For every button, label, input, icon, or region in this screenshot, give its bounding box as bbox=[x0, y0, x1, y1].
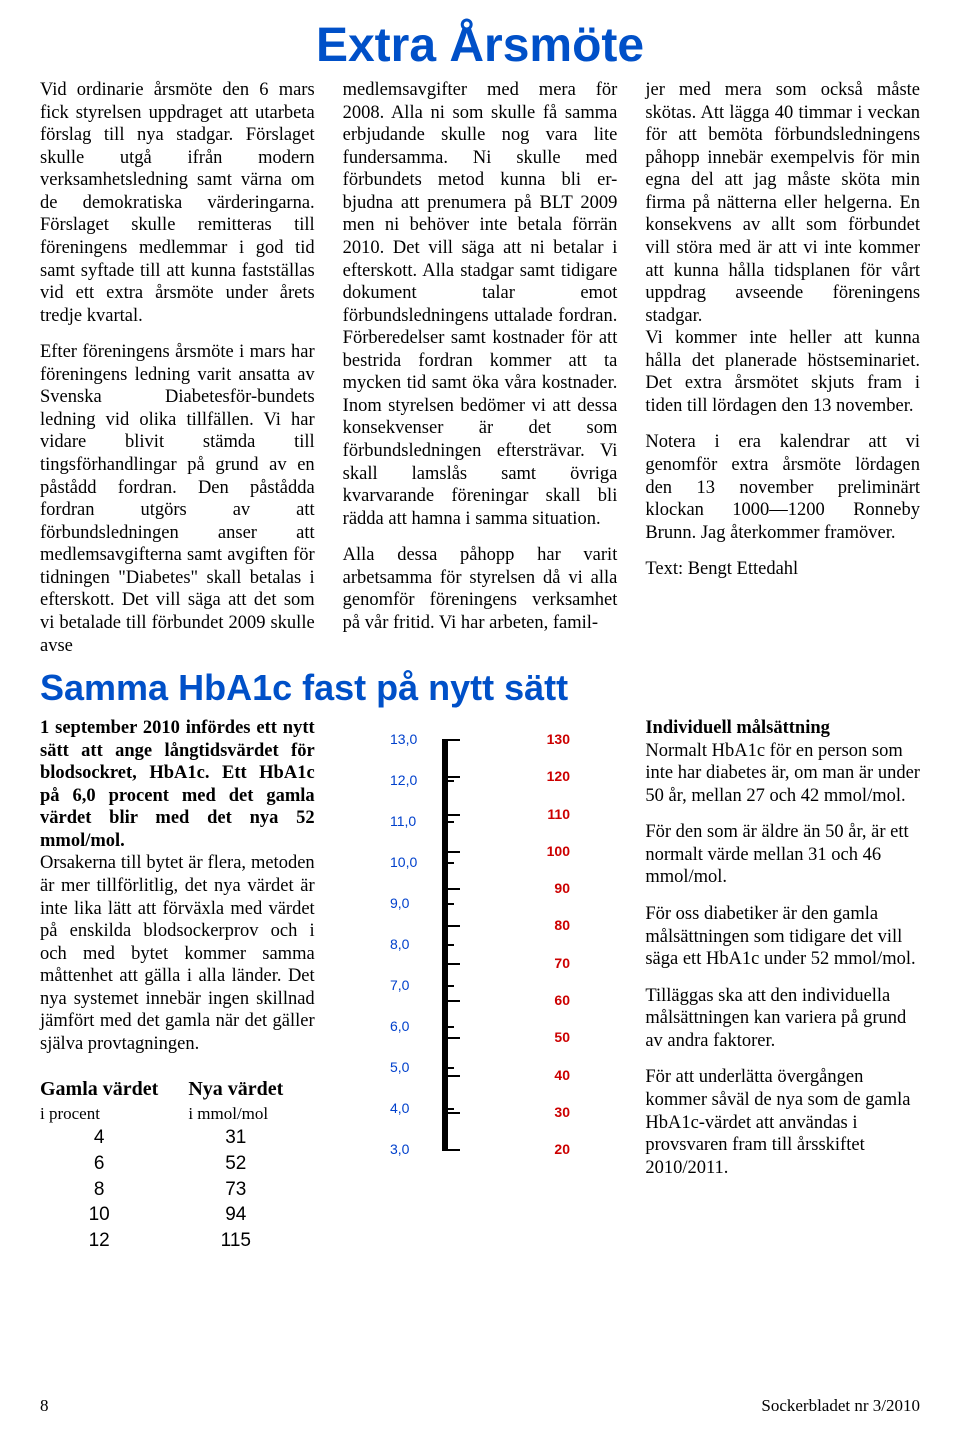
scale-left-label: 13,0 bbox=[390, 731, 417, 747]
cell-new-2: 73 bbox=[188, 1177, 283, 1203]
cell-new-4: 115 bbox=[188, 1228, 283, 1254]
scale-tick bbox=[442, 944, 454, 946]
article-2-columns: 1 september 2010 infördes ett nytt sätt … bbox=[40, 717, 920, 1254]
scale-right-label: 70 bbox=[554, 955, 570, 971]
scale-left-label: 11,0 bbox=[390, 813, 416, 829]
scale-tick bbox=[448, 925, 460, 927]
a1-c2-p1: medlemsavgifter med mera för 2008. Alla … bbox=[343, 79, 618, 530]
scale-tick bbox=[442, 985, 454, 987]
scale-right-label: 90 bbox=[554, 880, 570, 896]
scale-tick bbox=[442, 862, 454, 864]
article-1-columns: Vid ordinarie årsmöte den 6 mars fick st… bbox=[40, 79, 920, 657]
scale-left-label: 7,0 bbox=[390, 977, 409, 993]
scale-right-label: 30 bbox=[554, 1104, 570, 1120]
a2r-p1: Normalt HbA1c för en person som inte har… bbox=[645, 741, 920, 806]
a1-c1-p1: Vid ordinarie årsmöte den 6 mars fick st… bbox=[40, 79, 315, 327]
scale-right-label: 100 bbox=[547, 843, 570, 859]
scale-left-label: 10,0 bbox=[390, 854, 417, 870]
cell-old-2: 8 bbox=[40, 1177, 158, 1203]
cell-new-0: 31 bbox=[188, 1125, 283, 1151]
scale-tick bbox=[442, 780, 454, 782]
scale-right-label: 40 bbox=[554, 1067, 570, 1083]
article-1-col-2: medlemsavgifter med mera för 2008. Alla … bbox=[343, 79, 618, 657]
article-2-col-right: Individuell målsättning Normalt HbA1c fö… bbox=[645, 717, 920, 1254]
a2r-p5: För att underlätta övergången kommer såv… bbox=[645, 1066, 920, 1179]
scale-tick bbox=[448, 814, 460, 816]
a2-intro-rest: Orsakerna till bytet är flera, metoden ä… bbox=[40, 853, 315, 1054]
scale-tick bbox=[448, 1000, 460, 1002]
article-2-col-left: 1 september 2010 infördes ett nytt sätt … bbox=[40, 717, 315, 1254]
scale-left-label: 5,0 bbox=[390, 1059, 409, 1075]
scale-left-label: 3,0 bbox=[390, 1141, 409, 1157]
cell-old-3: 10 bbox=[40, 1202, 158, 1228]
scale-tick bbox=[448, 776, 460, 778]
scale-tick bbox=[448, 963, 460, 965]
th-old-2: i procent bbox=[40, 1103, 158, 1126]
scale-tick bbox=[448, 1075, 460, 1077]
scale-tick bbox=[442, 1108, 454, 1110]
cell-new-1: 52 bbox=[188, 1151, 283, 1177]
scale-right-label: 110 bbox=[547, 806, 570, 822]
a2r-p2: För den som är äldre än 50 år, är ett no… bbox=[645, 821, 920, 889]
article-1-col-3: jer med mera som också måste skötas. Att… bbox=[645, 79, 920, 657]
conversion-table: Gamla värdet i procent 4 6 8 10 12 Nya v… bbox=[40, 1076, 315, 1254]
scale-right-label: 60 bbox=[554, 992, 570, 1008]
conversion-table-col-new: Nya värdet i mmol/mol 31 52 73 94 115 bbox=[188, 1076, 283, 1254]
scale-left-label: 12,0 bbox=[390, 772, 417, 788]
a1-c3-p2: Notera i era kalendrar att vi genomför e… bbox=[645, 431, 920, 544]
scale-tick bbox=[448, 739, 460, 741]
a1-c1-p2: Efter föreningens årsmöte i mars har för… bbox=[40, 341, 315, 657]
a1-c3-p1: jer med mera som också måste skötas. Att… bbox=[645, 79, 920, 327]
scale-tick bbox=[448, 888, 460, 890]
cell-old-4: 12 bbox=[40, 1228, 158, 1254]
page-number: 8 bbox=[40, 1396, 49, 1416]
scale-tick bbox=[448, 851, 460, 853]
scale-tick bbox=[448, 1037, 460, 1039]
scale-left-label: 9,0 bbox=[390, 895, 409, 911]
dual-scale-chart: 13,0 12,0 11,0 10,0 9,0 8,0 7,0 6,0 5,0 4,0 3,0 13… bbox=[390, 727, 570, 1167]
a2r-p3: För oss diabetiker är den gamla målsättn… bbox=[645, 903, 920, 971]
scale-left-label: 4,0 bbox=[390, 1100, 409, 1116]
scale-tick bbox=[448, 1149, 460, 1151]
scale-right-label: 50 bbox=[554, 1029, 570, 1045]
cell-old-0: 4 bbox=[40, 1125, 158, 1151]
article-2-col-mid: 13,0 12,0 11,0 10,0 9,0 8,0 7,0 6,0 5,0 4,0 3,0 13… bbox=[343, 717, 618, 1254]
a1-c3-p3: Text: Bengt Ettedahl bbox=[645, 558, 920, 581]
th-old-1: Gamla värdet bbox=[40, 1076, 158, 1103]
a1-c3-p1b: Vi kommer inte heller att kunna hålla de… bbox=[645, 327, 920, 417]
conversion-table-col-old: Gamla värdet i procent 4 6 8 10 12 bbox=[40, 1076, 158, 1254]
scale-tick bbox=[448, 1112, 460, 1114]
scale-right-label: 20 bbox=[554, 1141, 570, 1157]
a2r-p4: Tilläggas ska att den individuella målsä… bbox=[645, 985, 920, 1053]
scale-tick bbox=[442, 903, 454, 905]
scale-right-label: 130 bbox=[547, 731, 570, 747]
cell-old-1: 6 bbox=[40, 1151, 158, 1177]
scale-tick bbox=[442, 1067, 454, 1069]
scale-left-label: 6,0 bbox=[390, 1018, 409, 1034]
page-footer: 8 Sockerbladet nr 3/2010 bbox=[40, 1396, 920, 1416]
a2r-h1: Individuell målsättning bbox=[645, 718, 830, 738]
a1-c2-p2: Alla dessa påhopp har varit arbetsamma f… bbox=[343, 544, 618, 634]
th-new-2: i mmol/mol bbox=[188, 1103, 283, 1126]
scale-right-label: 80 bbox=[554, 917, 570, 933]
cell-new-3: 94 bbox=[188, 1202, 283, 1228]
page-title-2: Samma HbA1c fast på nytt sätt bbox=[40, 667, 920, 709]
scale-left-label: 8,0 bbox=[390, 936, 409, 952]
page-title-1: Extra Årsmöte bbox=[40, 18, 920, 73]
th-new-1: Nya värdet bbox=[188, 1076, 283, 1103]
scale-right-label: 120 bbox=[547, 768, 570, 784]
article-1-col-1: Vid ordinarie årsmöte den 6 mars fick st… bbox=[40, 79, 315, 657]
a2-intro-bold: 1 september 2010 infördes ett nytt sätt … bbox=[40, 718, 315, 851]
scale-tick bbox=[442, 1026, 454, 1028]
scale-tick bbox=[442, 821, 454, 823]
issue-label: Sockerbladet nr 3/2010 bbox=[761, 1396, 920, 1416]
